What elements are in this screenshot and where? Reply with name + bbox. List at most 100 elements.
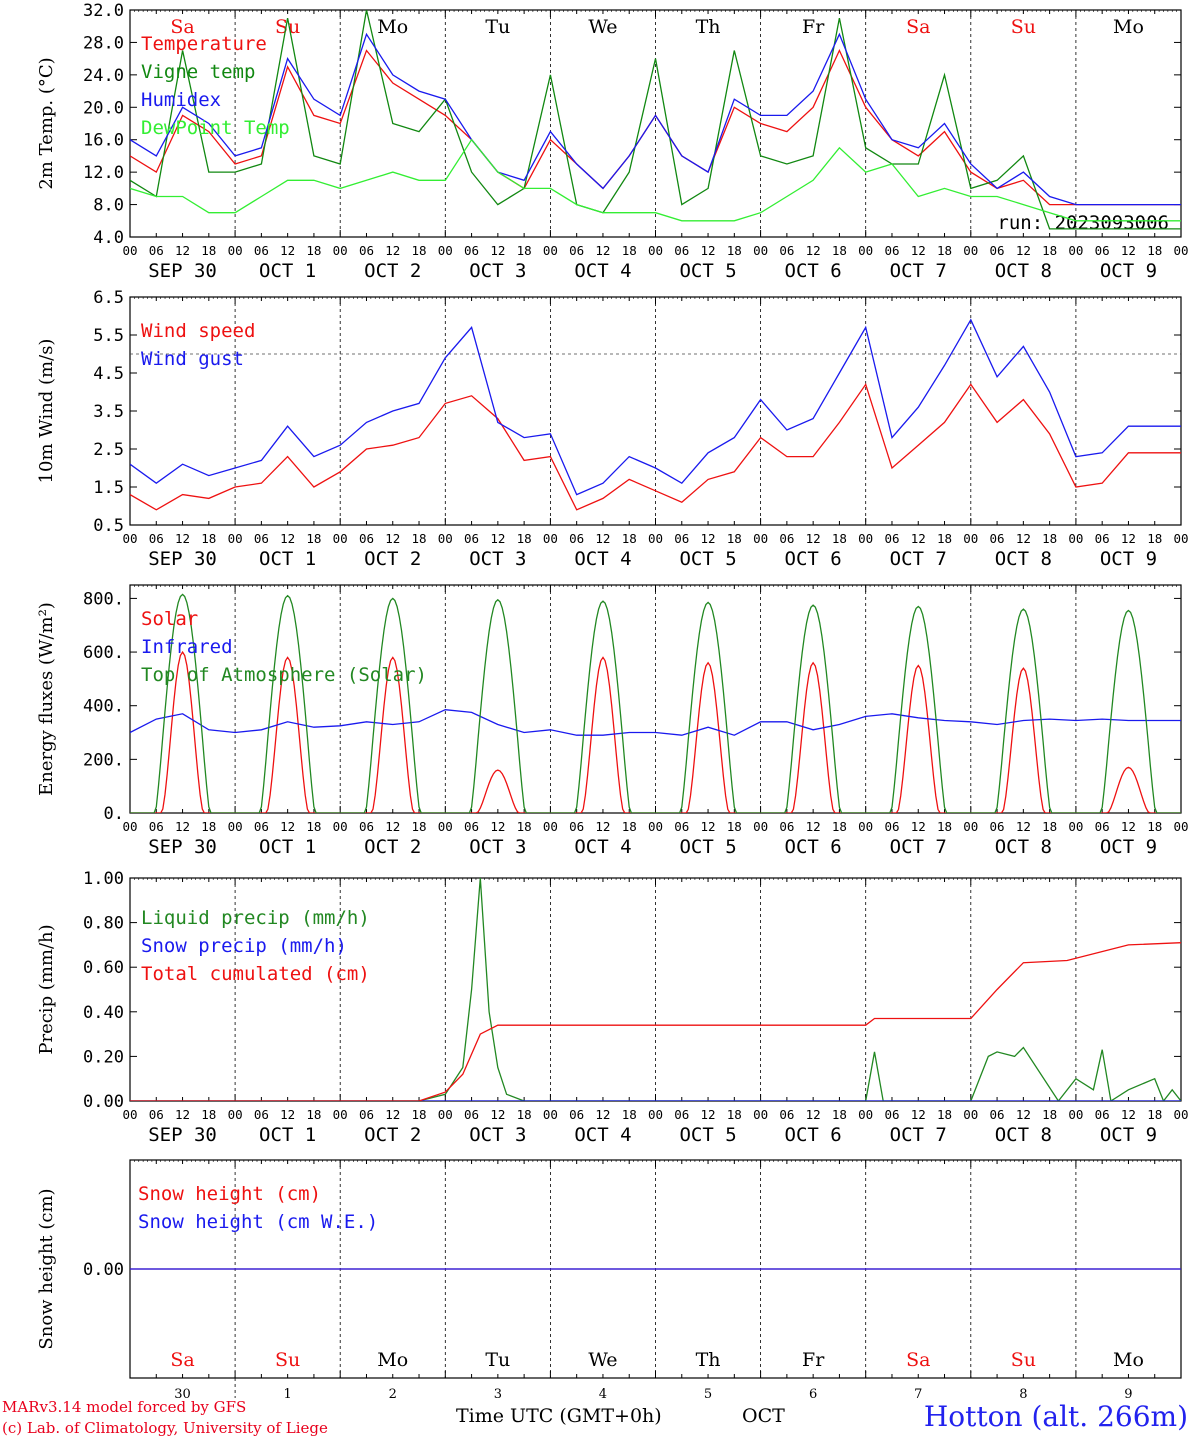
legend-entry: Top of Atmosphere (Solar) [141,664,427,686]
hour-tick-label: 12 [701,531,716,546]
series-line-wind-speed [130,382,1181,511]
day-label: OCT 3 [469,260,526,282]
hour-tick-label: 06 [1095,1107,1110,1122]
y-tick-label: 4.5 [93,364,124,384]
hour-tick-label: 00 [438,1107,453,1122]
series-line-dewpoint-temp [130,138,1181,222]
day-label: OCT 2 [364,1124,421,1146]
hour-tick-label: 06 [254,1107,269,1122]
hour-tick-label: 18 [1042,819,1057,834]
hour-tick-label: 18 [1042,1107,1057,1122]
hour-tick-label: 00 [333,1107,348,1122]
y-tick-label: 24.0 [83,66,124,86]
hour-tick-label: 06 [674,531,689,546]
day-label: OCT 1 [259,260,316,282]
run-label: run: 2023093006 [997,212,1169,234]
hour-tick-label: 06 [569,1107,584,1122]
y-tick-label: 1.5 [93,478,124,498]
y-tick-label: 4.0 [93,228,124,248]
hour-tick-label: 12 [1121,1107,1136,1122]
hour-tick-label: 00 [963,243,978,258]
hour-tick-label: 12 [595,819,610,834]
day-label: OCT 2 [364,260,421,282]
day-number-label: 1 [284,1387,292,1402]
hour-tick-label: 12 [806,531,821,546]
hour-tick-label: 18 [201,819,216,834]
hour-tick-label: 12 [595,243,610,258]
day-label: OCT 9 [1100,836,1157,858]
hour-tick-label: 00 [1068,531,1083,546]
hour-tick-label: 00 [228,819,243,834]
hour-tick-label: 00 [228,1107,243,1122]
legend-entry: Wind gust [141,348,244,370]
day-label: OCT 5 [679,836,736,858]
chart-panel-1: 4.0 8.0 12.0 16.0 20.0 24.0 28.0 32.0 2m Temp. (… [36,1,1189,282]
hour-tick-label: 00 [963,531,978,546]
hour-tick-label: 12 [806,819,821,834]
hour-tick-label: 06 [359,1107,374,1122]
day-label: OCT 4 [574,260,631,282]
day-number-label: 9 [1124,1387,1132,1402]
weekday-label: Mo [377,16,408,38]
hour-tick-label: 12 [1016,1107,1031,1122]
hour-tick-label: 12 [911,243,926,258]
day-label: OCT 5 [679,260,736,282]
hour-tick-label: 18 [411,531,426,546]
y-tick-label: 200. [83,750,124,770]
hour-tick-label: 18 [411,243,426,258]
hour-tick-label: 12 [911,819,926,834]
hour-tick-label: 18 [727,819,742,834]
hour-tick-label: 18 [306,1107,321,1122]
day-number-label: 30 [174,1387,191,1402]
hour-tick-label: 00 [1173,1107,1188,1122]
model-credit: MARv3.14 model forced by GFS [2,1398,247,1416]
hour-tick-label: 06 [464,819,479,834]
day-label: OCT 7 [890,836,947,858]
series-line-vigne-temp [130,10,1181,230]
weekday-label: Fr [802,16,825,38]
hour-tick-label: 18 [517,819,532,834]
hour-tick-label: 00 [333,819,348,834]
hour-tick-label: 18 [517,531,532,546]
weekday-label: Sa [906,16,930,38]
hour-tick-label: 06 [569,819,584,834]
hour-tick-label: 18 [727,1107,742,1122]
day-label: OCT 6 [785,260,842,282]
day-label: OCT 1 [259,1124,316,1146]
hour-tick-label: 06 [149,243,164,258]
weekday-label: Su [275,1349,300,1371]
weekday-label: Tu [485,16,510,38]
series-line-total-cumulated-cm [130,942,1181,1101]
hour-tick-label: 18 [1147,243,1162,258]
y-tick-label: 0.00 [83,1092,124,1112]
day-number-label: 7 [914,1387,922,1402]
weekday-label: Tu [485,1349,510,1371]
series-line-humidex [130,32,1181,206]
hour-tick-label: 06 [990,531,1005,546]
legend-entry: Solar [141,608,198,630]
month-label: OCT [742,1405,785,1427]
weekday-label: We [588,1349,617,1371]
day-label: SEP 30 [148,836,217,858]
weekday-label: Su [1011,1349,1036,1371]
hour-tick-label: 18 [832,531,847,546]
y-axis-label: 2m Temp. (°C) [36,57,57,189]
y-tick-label: 0. [104,804,124,824]
weekday-label: Sa [906,1349,930,1371]
hour-tick-label: 12 [385,1107,400,1122]
y-tick-label: 600. [83,643,124,663]
hour-tick-label: 06 [569,531,584,546]
y-tick-label: 0.20 [83,1047,124,1067]
hour-tick-label: 18 [201,1107,216,1122]
hour-tick-label: 06 [779,819,794,834]
hour-tick-label: 00 [963,1107,978,1122]
weekday-label: Su [1011,16,1036,38]
legend-entry: DewPoint Temp [141,117,290,139]
hour-tick-label: 12 [806,1107,821,1122]
hour-tick-label: 00 [333,243,348,258]
weekday-label: Mo [377,1349,408,1371]
hour-tick-label: 18 [306,243,321,258]
hour-tick-label: 06 [674,243,689,258]
hour-tick-label: 18 [622,243,637,258]
